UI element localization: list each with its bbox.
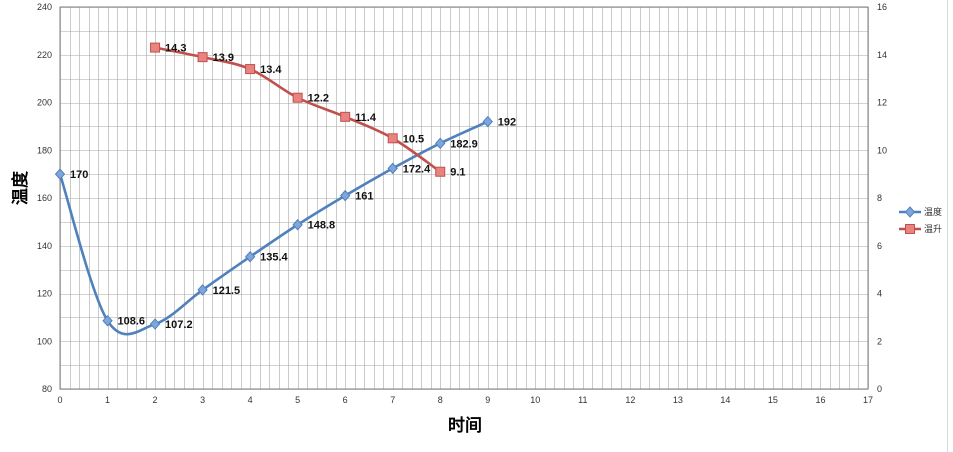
- data-point: [435, 137, 446, 150]
- legend-marker: [904, 206, 916, 218]
- x-tick-label: 17: [863, 395, 873, 405]
- data-label: 192: [498, 117, 516, 129]
- y-right-tick-label: 6: [877, 241, 882, 251]
- series-line: [58, 120, 489, 336]
- y-right-tick-label: 8: [877, 193, 882, 203]
- data-label: 14.3: [165, 43, 186, 55]
- legend-marker: [905, 224, 915, 234]
- y-left-tick-label: 80: [42, 384, 52, 394]
- x-tick-label: 0: [57, 395, 62, 405]
- data-point: [340, 189, 351, 202]
- data-point: [387, 133, 398, 144]
- y-right-tick-label: 12: [877, 98, 887, 108]
- y-left-axis-ticks: 80 100 120 140 160 180 200 220 240: [37, 2, 52, 394]
- data-point: [197, 52, 208, 63]
- y-axis-title: 温度: [10, 170, 31, 205]
- data-label: 11.4: [355, 112, 377, 124]
- data-point: [54, 168, 66, 180]
- plot-frame: [59, 6, 869, 390]
- data-point: [387, 162, 398, 175]
- series-1: [54, 115, 493, 336]
- data-point: [340, 111, 351, 122]
- y-left-tick-label: 120: [37, 289, 52, 299]
- y-left-tick-label: 220: [37, 50, 52, 60]
- data-label: 9.1: [450, 167, 465, 179]
- data-point: [150, 42, 161, 53]
- x-tick-label: 10: [530, 395, 540, 405]
- x-tick-label: 8: [438, 395, 443, 405]
- y-right-tick-label: 0: [877, 384, 882, 394]
- legend-item-1: 温度: [899, 206, 942, 218]
- x-tick-label: 2: [153, 395, 158, 405]
- data-label: 121.5: [213, 285, 241, 297]
- data-label: 170: [70, 169, 88, 181]
- data-point: [292, 218, 303, 231]
- data-point: [245, 64, 256, 75]
- data-label: 12.2: [308, 93, 329, 105]
- data-point: [197, 284, 208, 296]
- y-left-tick-label: 200: [37, 98, 52, 108]
- x-tick-label: 16: [815, 395, 825, 405]
- y-right-tick-label: 2: [877, 336, 882, 346]
- data-label: 13.4: [260, 64, 282, 76]
- legend-label: 温度: [924, 206, 942, 218]
- series-layer: [54, 42, 493, 336]
- data-point: [435, 166, 446, 177]
- y-left-tick-label: 180: [37, 145, 52, 155]
- y-left-tick-label: 140: [37, 241, 52, 251]
- y-left-tick-label: 240: [37, 2, 52, 12]
- x-tick-label: 7: [390, 395, 395, 405]
- data-label: 182.9: [450, 138, 478, 150]
- y-left-tick-label: 160: [37, 193, 52, 203]
- grid: [60, 7, 869, 390]
- series-line: [154, 46, 441, 173]
- data-point: [102, 314, 113, 327]
- y-right-tick-label: 14: [877, 50, 887, 60]
- x-tick-label: 15: [768, 395, 778, 405]
- legend-label: 温升: [924, 224, 942, 235]
- x-tick-label: 3: [200, 395, 205, 405]
- data-labels: 170 108.6 107.2 121.5 135.4 148.8 161 172.4 182.…: [70, 43, 516, 331]
- x-tick-label: 14: [720, 395, 730, 405]
- data-label: 107.2: [165, 319, 193, 331]
- legend-item-2: 温升: [899, 224, 942, 235]
- x-tick-label: 1: [105, 395, 110, 405]
- data-label: 10.5: [403, 133, 424, 145]
- y-right-axis-ticks: 0 2 4 6 8 10 12 14 16: [877, 2, 887, 394]
- data-label: 13.9: [213, 52, 234, 64]
- data-point: [149, 318, 161, 330]
- y-left-tick-label: 100: [37, 336, 52, 346]
- data-label: 172.4: [403, 163, 431, 175]
- x-axis-title: 时间: [448, 415, 482, 436]
- x-tick-label: 12: [625, 395, 635, 405]
- series-2: [150, 42, 446, 177]
- y-right-tick-label: 16: [877, 2, 887, 12]
- data-label: 135.4: [260, 252, 288, 264]
- data-point: [292, 92, 303, 103]
- data-point: [244, 250, 256, 263]
- x-tick-label: 11: [578, 395, 587, 405]
- y-right-tick-label: 4: [877, 289, 882, 299]
- data-label: 161: [355, 191, 373, 203]
- data-label: 148.8: [308, 220, 336, 232]
- x-tick-label: 9: [485, 395, 490, 405]
- x-tick-label: 6: [343, 395, 348, 405]
- x-tick-label: 13: [673, 395, 683, 405]
- x-tick-label: 5: [295, 395, 300, 405]
- data-point: [482, 115, 493, 128]
- data-label: 108.6: [118, 316, 146, 328]
- x-axis-ticks: 0 1 2 3 4 5 6 7 8 9 10 11 12 13 14 15 16 17: [57, 395, 873, 405]
- x-tick-label: 4: [248, 395, 253, 405]
- y-right-tick-label: 10: [877, 145, 887, 155]
